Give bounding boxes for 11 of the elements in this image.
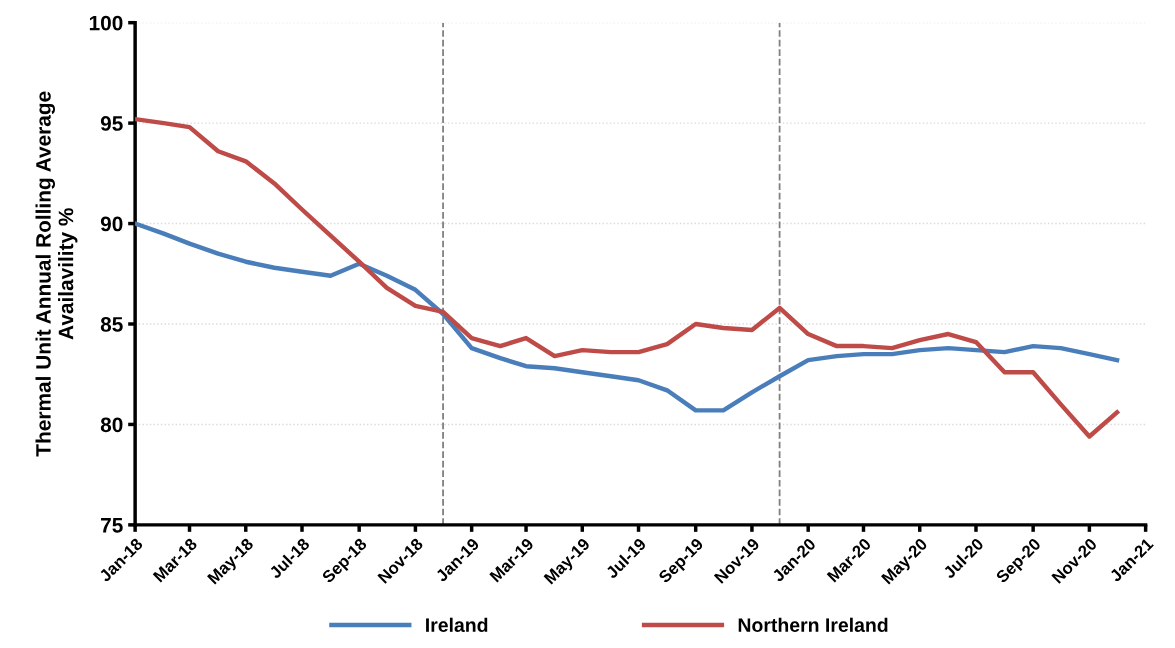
- line-series: [135, 221, 1120, 413]
- legend-label: Northern Ireland: [738, 617, 888, 632]
- y-axis-title: Thermal Unit Annual Rolling Average Availavility %: [35, 91, 78, 457]
- line-series: [135, 116, 1120, 439]
- y-tick-label: 90: [100, 216, 123, 232]
- legend-label: Ireland: [426, 617, 488, 632]
- y-tick-label: 100: [89, 15, 123, 31]
- y-tick-label: 80: [100, 417, 123, 433]
- y-tick-label: 85: [100, 317, 123, 332]
- y-tick-label: 75: [101, 518, 123, 533]
- y-tick-label: 95: [100, 116, 123, 131]
